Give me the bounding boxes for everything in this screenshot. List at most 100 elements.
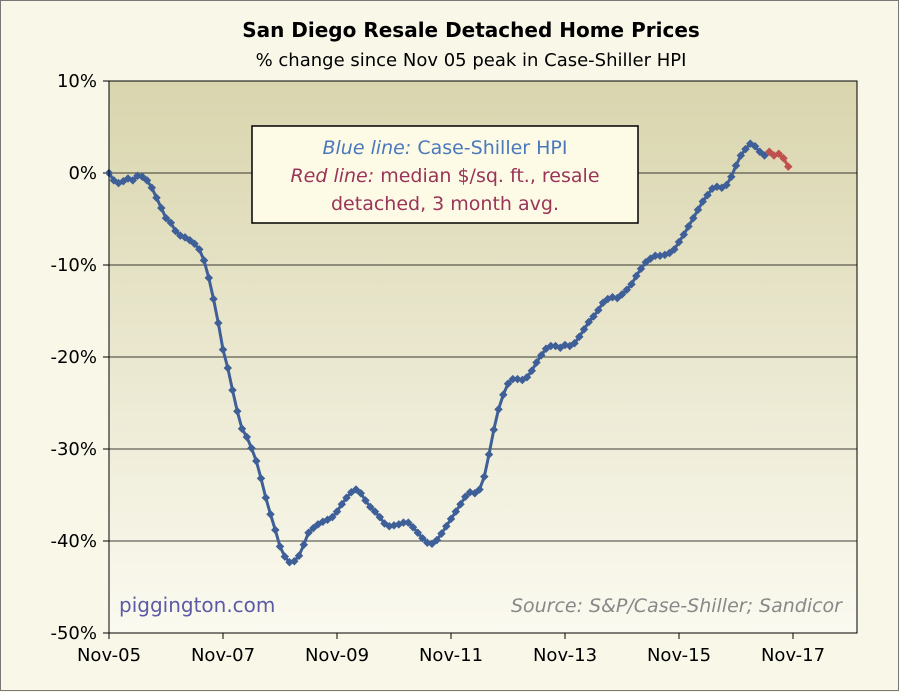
case-shiller-point (598, 298, 608, 307)
case-shiller-point (461, 492, 470, 502)
case-shiller-point (537, 350, 546, 360)
y-tick-label: -20% (50, 347, 97, 368)
case-shiller-point (584, 317, 594, 327)
case-shiller-point (456, 499, 465, 509)
case-shiller-point (223, 363, 233, 373)
case-shiller-point (142, 176, 152, 185)
case-shiller-point (437, 529, 446, 538)
y-axis: 10% 0% -10% -20% -30% -40% -50% (50, 71, 109, 644)
case-shiller-point (199, 256, 209, 265)
case-shiller-point (252, 456, 261, 466)
case-shiller-point (636, 264, 646, 273)
case-shiller-point (304, 528, 313, 537)
x-tick-label: Nov-09 (305, 645, 369, 666)
case-shiller-point (375, 512, 385, 522)
case-shiller-point (408, 522, 418, 532)
case-shiller-point (480, 472, 489, 481)
case-shiller-point (418, 533, 427, 543)
case-shiller-point (361, 496, 370, 505)
case-shiller-point (508, 374, 518, 384)
case-shiller-point (632, 271, 641, 281)
case-shiller-point (494, 405, 503, 414)
red-line-description: median $/sq. ft., resale (380, 165, 599, 187)
case-shiller-point (570, 338, 579, 348)
case-shiller-point (166, 218, 176, 227)
case-shiller-point (432, 535, 442, 545)
case-shiller-point (484, 450, 494, 459)
case-shiller-point (489, 425, 499, 434)
case-shiller-point (356, 488, 366, 498)
case-shiller-point (280, 552, 290, 561)
annotation-line-2: Red line: median $/sq. ft., resale (290, 165, 599, 187)
case-shiller-point (299, 540, 309, 549)
case-shiller-point (256, 474, 266, 483)
case-shiller-point (370, 507, 380, 516)
case-shiller-point (328, 512, 337, 522)
case-shiller-point (209, 294, 218, 304)
case-shiller-point (275, 542, 285, 551)
case-shiller-point (247, 443, 256, 453)
case-shiller-point (451, 507, 461, 516)
x-tick-label: Nov-11 (419, 645, 483, 666)
source-text: Source: S&P/Case-Shiller; Sandicor (511, 595, 843, 617)
case-shiller-point (503, 379, 513, 388)
x-tick-label: Nov-13 (533, 645, 597, 666)
case-shiller-point (442, 522, 451, 531)
case-shiller-point (190, 239, 199, 249)
annotation-line-1: Blue line: Case-Shiller HPI (322, 137, 567, 159)
case-shiller-point (499, 390, 508, 399)
red-line-label: Red line: (290, 165, 374, 187)
plot-border (108, 80, 858, 634)
case-shiller-point (622, 285, 632, 295)
case-shiller-point (228, 385, 237, 395)
case-shiller-point (242, 432, 252, 442)
case-shiller-point (546, 341, 556, 351)
case-shiller-point (527, 366, 537, 376)
case-shiller-point (351, 485, 361, 494)
case-shiller-point (427, 539, 437, 549)
case-shiller-point (342, 493, 351, 503)
annotation-line-3: detached, 3 month avg. (331, 193, 559, 215)
case-shiller-point (171, 226, 180, 236)
y-tick-label: -40% (50, 531, 97, 552)
case-shiller-point (446, 514, 456, 524)
credit-text: piggington.com (119, 593, 275, 617)
y-tick-label: 10% (57, 71, 97, 92)
case-shiller-point (237, 424, 247, 434)
case-shiller-point (218, 345, 228, 354)
case-shiller-point (337, 499, 347, 509)
x-tick-label: Nov-05 (77, 645, 141, 666)
case-shiller-point (627, 280, 636, 289)
case-shiller-point (266, 510, 275, 519)
case-shiller-point (147, 183, 157, 192)
x-axis: Nov-05 Nov-07 Nov-09 Nov-11 Nov-13 Nov-15 Nov-… (77, 633, 825, 666)
case-shiller-point (128, 176, 138, 185)
series-layer (104, 139, 793, 567)
y-tick-label: -50% (50, 623, 97, 644)
case-shiller-point (579, 325, 589, 334)
case-shiller-point (233, 407, 242, 416)
case-shiller-point (475, 485, 484, 494)
case-shiller-point (404, 518, 413, 527)
case-shiller-point (294, 551, 304, 560)
y-tick-label: -30% (50, 439, 97, 460)
case-shiller-point (617, 290, 627, 299)
case-shiller-point (290, 556, 299, 566)
case-shiller-point (157, 203, 166, 213)
case-shiller-point (204, 273, 214, 283)
case-shiller-point (532, 358, 541, 367)
chart-title: San Diego Resale Detached Home Prices (242, 18, 700, 42)
case-shiller-point (161, 213, 171, 223)
case-shiller-point (522, 372, 532, 382)
blue-line-label: Blue line: (322, 137, 411, 159)
case-shiller-point (261, 493, 271, 503)
blue-line-description: Case-Shiller HPI (417, 137, 567, 159)
case-shiller-point (214, 318, 223, 328)
x-tick-label: Nov-15 (647, 645, 711, 666)
x-tick-label: Nov-17 (761, 645, 825, 666)
chart-subtitle: % change since Nov 05 peak in Case-Shill… (256, 50, 687, 71)
case-shiller-point (332, 507, 342, 516)
case-shiller-point (413, 528, 423, 537)
